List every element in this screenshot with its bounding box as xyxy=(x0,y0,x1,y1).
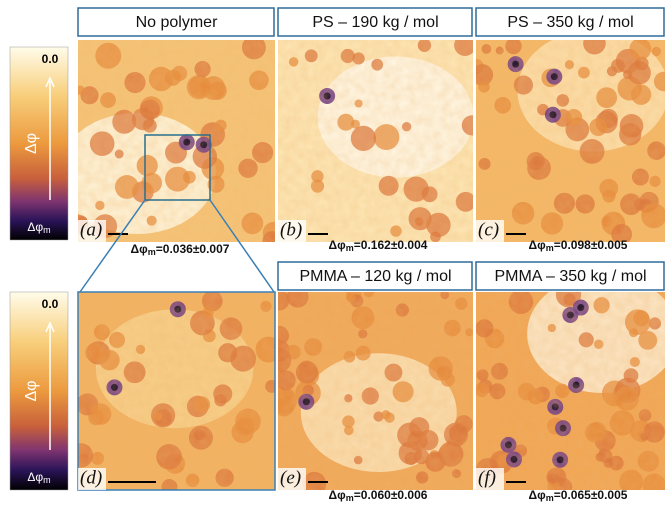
panel-label: (d) xyxy=(80,467,102,488)
texture xyxy=(278,40,473,242)
value: =0.162±0.004 xyxy=(354,238,428,252)
subscript: m xyxy=(148,247,156,257)
symbol: Δφ xyxy=(131,242,149,256)
micrograph xyxy=(266,286,473,496)
symbol: Δφ xyxy=(329,238,347,252)
subscript: m xyxy=(546,493,554,503)
texture xyxy=(78,292,275,490)
symbol: Δφ xyxy=(329,488,347,502)
micrograph xyxy=(278,34,482,242)
panel-title: PMMA – 120 kg / mol xyxy=(299,268,451,285)
colorbar-max: 0.0 xyxy=(42,297,59,311)
texture xyxy=(476,292,665,490)
value: =0.060±0.006 xyxy=(354,488,428,502)
value: =0.098±0.005 xyxy=(554,238,628,252)
panel-label: (f) xyxy=(478,467,496,488)
symbol: Δφ xyxy=(529,238,547,252)
texture xyxy=(78,40,275,242)
symbol: Δφ xyxy=(27,220,43,234)
panel-result: Δφm=0.065±0.005 xyxy=(529,488,628,503)
micrograph xyxy=(58,36,284,251)
panel: PS – 350 kg / mol (c) Δφm=0.098±0.005 xyxy=(469,8,665,253)
panel-result: Δφm=0.060±0.006 xyxy=(329,488,428,503)
subscript: m xyxy=(43,475,51,485)
figure: No polymer(a)Δφm=0.036±0.007PS – 190 kg … xyxy=(0,0,665,505)
panel: (d) xyxy=(69,291,282,495)
panel-label: (b) xyxy=(280,219,302,240)
panel-result: Δφm=0.098±0.005 xyxy=(529,238,628,253)
panel-result: Δφm=0.162±0.004 xyxy=(329,238,428,253)
colorbar-max: 0.0 xyxy=(42,52,59,66)
micrograph xyxy=(469,30,665,244)
subscript: m xyxy=(346,493,354,503)
value: =0.065±0.005 xyxy=(554,488,628,502)
panel-label: (e) xyxy=(280,467,301,488)
panel: No polymer (a) Δφm=0.036±0.007 xyxy=(58,8,284,257)
panel-label: (c) xyxy=(478,219,499,240)
texture xyxy=(476,40,665,242)
symbol: Δφ xyxy=(27,470,43,484)
panel-title: PMMA – 350 kg / mol xyxy=(494,268,646,285)
colorbar-quantity: Δφ xyxy=(23,380,40,401)
value: =0.036±0.007 xyxy=(156,242,230,256)
subscript: m xyxy=(546,243,554,253)
panel-title: No polymer xyxy=(136,14,218,31)
panel: PMMA – 350 kg / mol (f) Δφm=0.065±0.005 xyxy=(475,262,665,503)
panel: PMMA – 120 kg / mol (e) Δφm=0.060±0.006 xyxy=(266,262,473,503)
symbol: Δφ xyxy=(529,488,547,502)
texture xyxy=(278,292,473,490)
panel: PS – 190 kg / mol (b) Δφm=0.162±0.004 xyxy=(278,8,482,253)
panel-title: PS – 190 kg / mol xyxy=(312,14,438,31)
panel-label: (a) xyxy=(80,219,102,240)
subscript: m xyxy=(43,225,51,235)
micrograph xyxy=(475,274,665,497)
subscript: m xyxy=(346,243,354,253)
panel-title: PS – 350 kg / mol xyxy=(507,14,633,31)
panel-result: Δφm=0.036±0.007 xyxy=(131,242,230,257)
micrograph xyxy=(69,291,282,495)
colorbar-quantity: Δφ xyxy=(23,133,40,154)
